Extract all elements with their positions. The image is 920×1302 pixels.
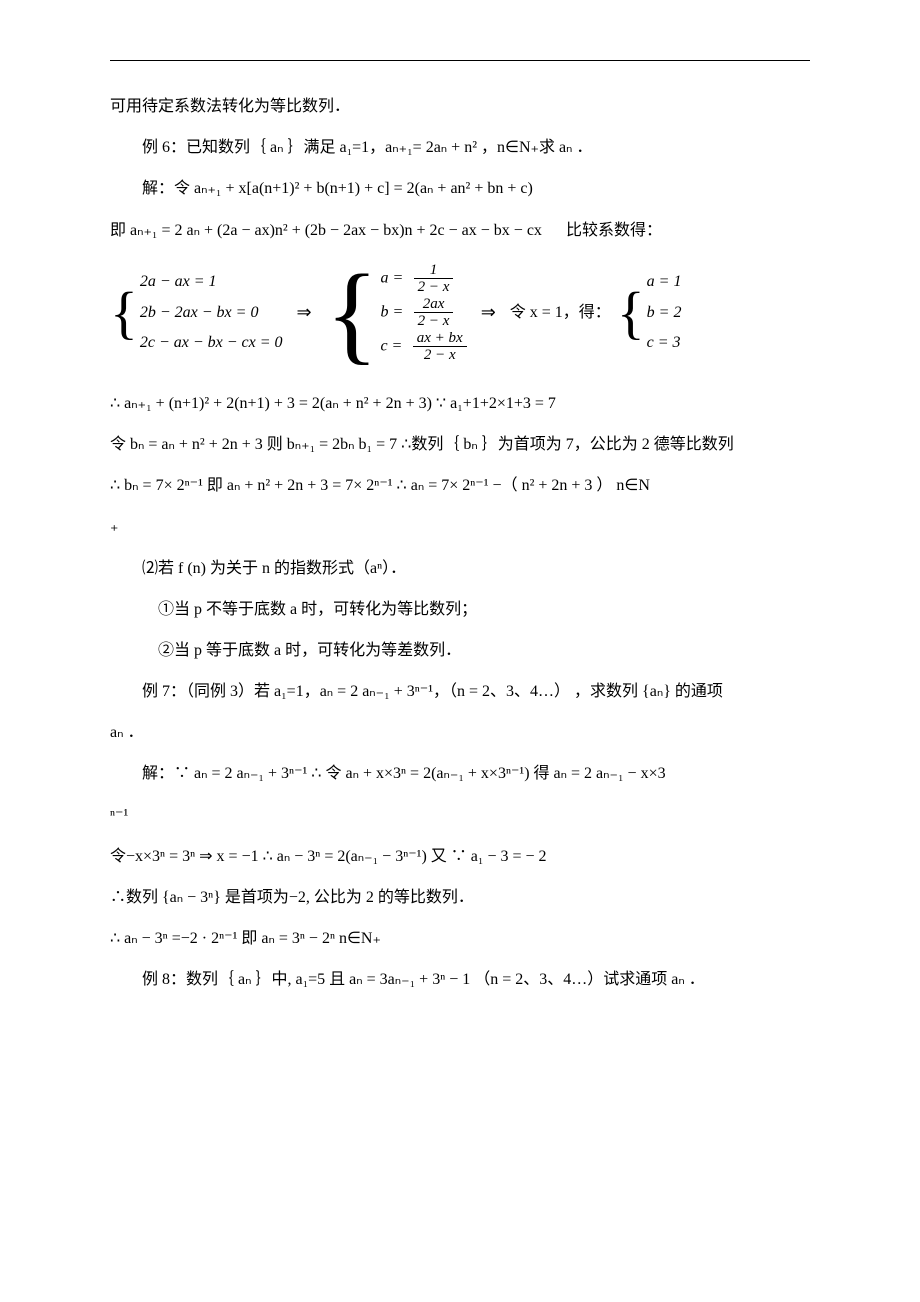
example6-line-b: 令 bₙ = aₙ + n² + 2n + 3 则 bₙ₊₁ = 2bₙ b₁ …: [110, 427, 810, 462]
sys2-line3: c = ax + bx2 − x: [380, 330, 466, 364]
example6-line-c-tail: ₊: [110, 509, 810, 544]
intro-line: 可用待定系数法转化为等比数列．: [110, 89, 810, 124]
top-rule: [110, 60, 810, 61]
sys1-line1: 2a − ax = 1: [140, 267, 283, 297]
brace-icon: {: [617, 267, 645, 358]
ex6-step2-label: 比较系数得：: [566, 222, 662, 239]
example7-step1-tail: ⁿ⁻¹: [110, 798, 810, 833]
example7-step3: ∴数列 {aₙ − 3ⁿ} 是首项为−2, 公比为 2 的等比数列．: [110, 880, 810, 915]
ex6-step2-eq: 即 aₙ₊₁ = 2 aₙ + (2a − ax)n² + (2b − 2ax …: [110, 222, 542, 239]
brace-icon: {: [110, 267, 138, 358]
section2-item2: ②当 p 等于底数 a 时，可转化为等差数列．: [110, 633, 810, 668]
sys3-line3: c = 3: [647, 328, 682, 358]
system2: { a = 12 − x b = 2ax2 − x c = ax + bx2 −…: [326, 258, 467, 368]
sys-mid-text: 令 x = 1，得：: [510, 295, 611, 330]
example6-step2: 即 aₙ₊₁ = 2 aₙ + (2a − ax)n² + (2b − 2ax …: [110, 213, 810, 248]
document-page: 可用待定系数法转化为等比数列． 例 6：已知数列｛ aₙ ｝满足 a₁=1，aₙ…: [0, 0, 920, 1044]
example7-title: 例 7：（同例 3）若 a₁=1，aₙ = 2 aₙ₋₁ + 3ⁿ⁻¹，（n =…: [110, 674, 810, 709]
system3: { a = 1 b = 2 c = 3: [617, 267, 682, 358]
example8-title: 例 8：数列｛ aₙ ｝中, a₁=5 且 aₙ = 3aₙ₋₁ + 3ⁿ − …: [110, 962, 810, 997]
example6-line-c: ∴ bₙ = 7× 2ⁿ⁻¹ 即 aₙ + n² + 2n + 3 = 7× 2…: [110, 468, 810, 503]
example6-step1: 解：令 aₙ₊₁ + x[a(n+1)² + b(n+1) + c] = 2(a…: [110, 171, 810, 206]
arrow-icon: ⇒: [283, 293, 326, 333]
example7-step4: ∴ aₙ − 3ⁿ =−2 · 2ⁿ⁻¹ 即 aₙ = 3ⁿ − 2ⁿ n∈N₊: [110, 921, 810, 956]
section2-title: ⑵若 f (n) 为关于 n 的指数形式（aⁿ）．: [110, 551, 810, 586]
example6-title: 例 6：已知数列｛ aₙ ｝满足 a₁=1，aₙ₊₁= 2aₙ + n² ，n∈…: [110, 130, 810, 165]
system1: { 2a − ax = 1 2b − 2ax − bx = 0 2c − ax …: [110, 267, 283, 358]
brace-icon: {: [326, 258, 379, 368]
example7-step1: 解：∵ aₙ = 2 aₙ₋₁ + 3ⁿ⁻¹ ∴ 令 aₙ + x×3ⁿ = 2…: [110, 756, 810, 791]
section2-item1: ①当 p 不等于底数 a 时，可转化为等比数列；: [110, 592, 810, 627]
sys2-line1: a = 12 − x: [380, 262, 466, 296]
sys3-line1: a = 1: [647, 267, 682, 297]
sys1-line3: 2c − ax − bx − cx = 0: [140, 328, 283, 358]
example6-systems-row: { 2a − ax = 1 2b − 2ax − bx = 0 2c − ax …: [110, 258, 810, 368]
sys1-line2: 2b − 2ax − bx = 0: [140, 298, 283, 328]
example7-step2: 令−x×3ⁿ = 3ⁿ ⇒ x = −1 ∴ aₙ − 3ⁿ = 2(aₙ₋₁ …: [110, 839, 810, 874]
sys3-line2: b = 2: [647, 298, 682, 328]
example7-tail: aₙ ．: [110, 715, 810, 750]
example6-line-a: ∴ aₙ₊₁ + (n+1)² + 2(n+1) + 3 = 2(aₙ + n²…: [110, 386, 810, 421]
sys2-line2: b = 2ax2 − x: [380, 296, 466, 330]
arrow-icon: ⇒: [467, 293, 510, 333]
